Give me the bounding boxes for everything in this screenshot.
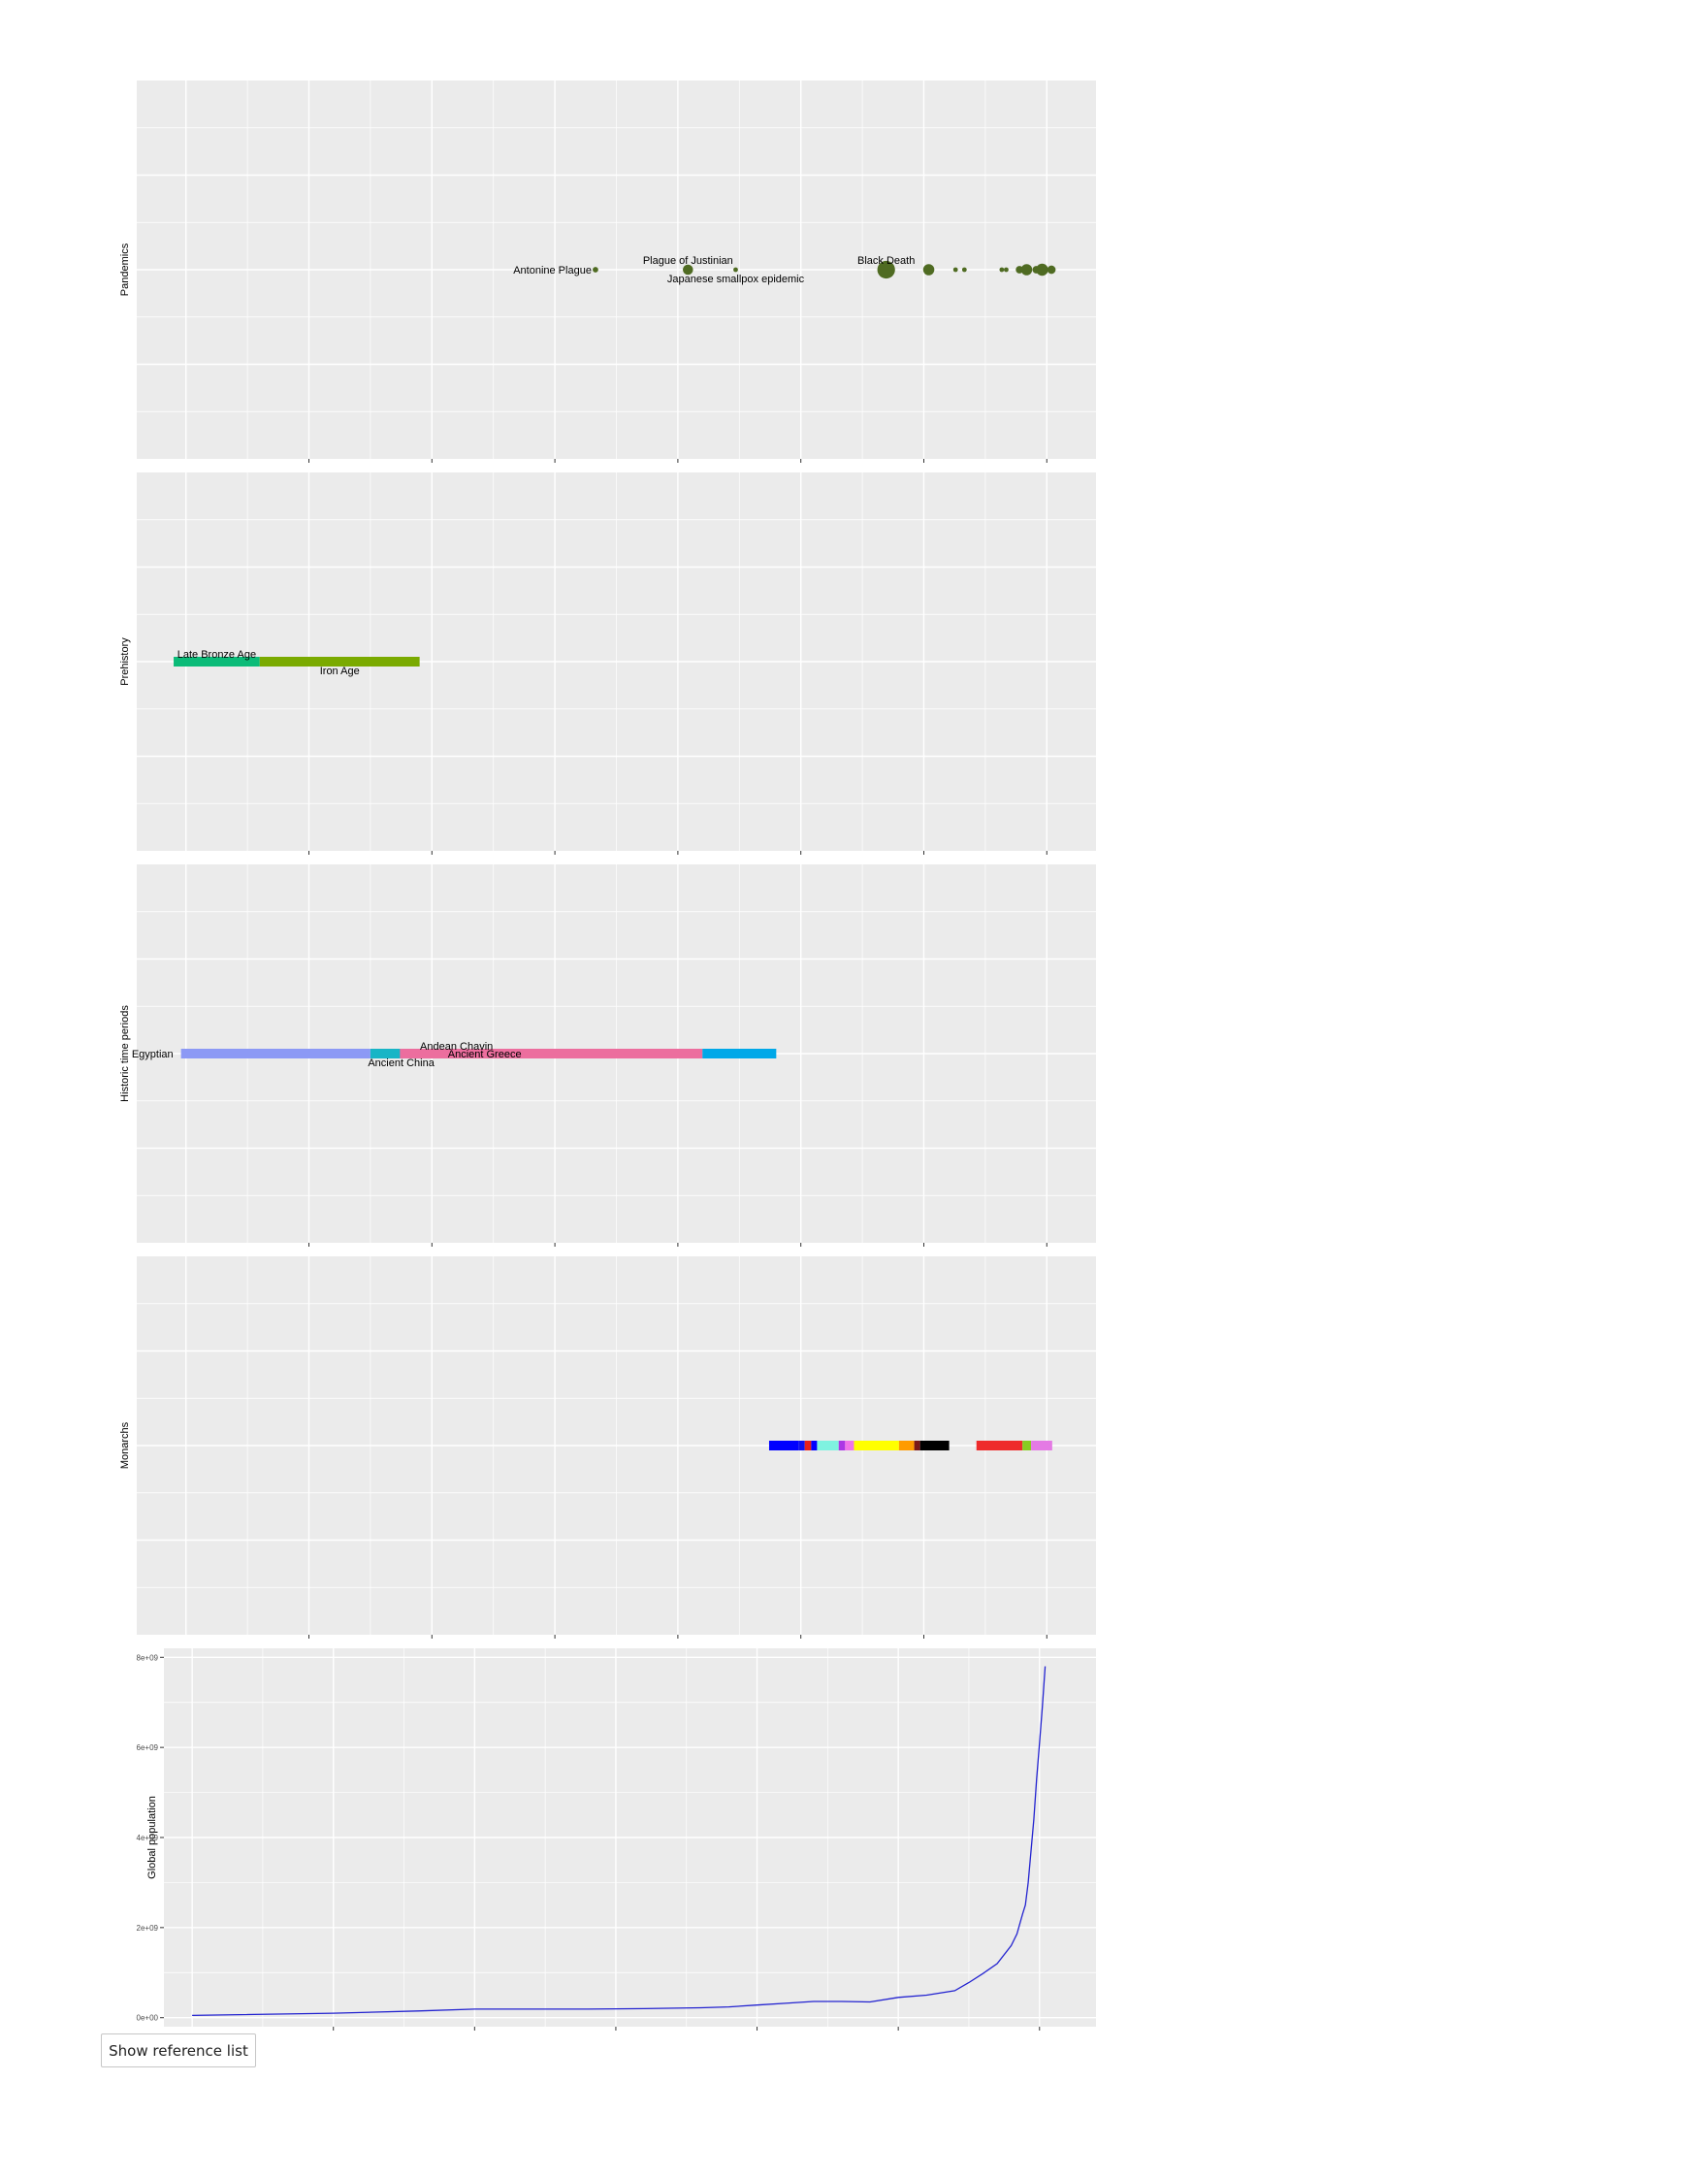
timeline-segment [845, 1441, 854, 1450]
timeline-segment [838, 1441, 846, 1450]
y-axis-label: Prehistory [119, 637, 131, 686]
timeline-segment [811, 1441, 818, 1450]
pandemic-point [683, 264, 693, 276]
pandemic-point [1004, 267, 1009, 273]
pandemic-point [733, 267, 738, 273]
timeline-segment [768, 1441, 799, 1450]
segment-label: Andean Chavin [420, 1041, 493, 1053]
timeline-segment [400, 1049, 703, 1058]
point-label: Black Death [857, 255, 915, 267]
timeline-segment [898, 1441, 915, 1450]
timeline-segment [1031, 1441, 1052, 1450]
historic-periods-panel: Historic time periods Egyptian Ancient Chi… [119, 864, 1096, 1247]
pandemic-point [961, 267, 967, 273]
pandemic-point [593, 267, 598, 273]
timeline-segment [804, 1441, 812, 1450]
timeline-segment [914, 1441, 920, 1450]
prehistory-panel: Prehistory Late Bronze Age Iron Age [119, 472, 1096, 855]
pandemic-point [1047, 265, 1056, 275]
y-tick-label: 6e+09 [137, 1743, 159, 1752]
timeline-segment [702, 1049, 777, 1058]
pandemic-point [922, 264, 935, 276]
timeline-segment [817, 1441, 839, 1450]
y-axis-label: Pandemics [119, 243, 131, 296]
segment-label: Egyptian [132, 1049, 174, 1060]
y-tick-label: 2e+09 [137, 1924, 159, 1933]
pandemic-point [1036, 263, 1048, 276]
pandemic-point [1015, 266, 1023, 274]
timeline-segment [174, 657, 260, 667]
population-line [192, 1666, 1047, 2017]
show-reference-list-button[interactable]: Show reference list [101, 2033, 256, 2067]
segment-label: Ancient China [368, 1057, 435, 1069]
point-label: Antonine Plague [513, 265, 592, 276]
y-axis-label: Global population [146, 1796, 158, 1879]
pandemic-point [1020, 264, 1033, 276]
population-panel: Global population 0e+00 2e+09 4e+09 6e+09 8e+… [137, 1648, 1096, 2031]
pandemics-panel: Pandemics Antonine Plague Plague of Justin… [119, 81, 1096, 463]
point-label: Japanese smallpox epidemic [667, 274, 805, 285]
segment-label: Iron Age [320, 666, 360, 677]
point-label: Plague of Justinian [643, 255, 733, 267]
timeline-segment [1022, 1441, 1032, 1450]
pandemic-point [952, 267, 958, 273]
y-tick-label: 0e+00 [137, 2014, 159, 2023]
timeline-segment [180, 1049, 371, 1058]
y-tick-label: 8e+09 [137, 1653, 159, 1662]
y-tick-label: 4e+09 [137, 1834, 159, 1842]
timeline-segment [854, 1441, 899, 1450]
segment-label: Ancient Greece [448, 1049, 522, 1060]
y-axis-label: Historic time periods [119, 1005, 131, 1102]
timeline-segment [976, 1441, 1023, 1450]
pandemic-point [999, 267, 1005, 273]
timeline-segment [259, 657, 420, 667]
timeline-segment [798, 1441, 805, 1450]
monarchs-panel: Monarchs [119, 1256, 1096, 1639]
segment-label: Late Bronze Age [177, 649, 256, 661]
y-axis-label: Monarchs [119, 1421, 131, 1469]
pandemic-point [877, 260, 895, 279]
timeline-segment [919, 1441, 950, 1450]
